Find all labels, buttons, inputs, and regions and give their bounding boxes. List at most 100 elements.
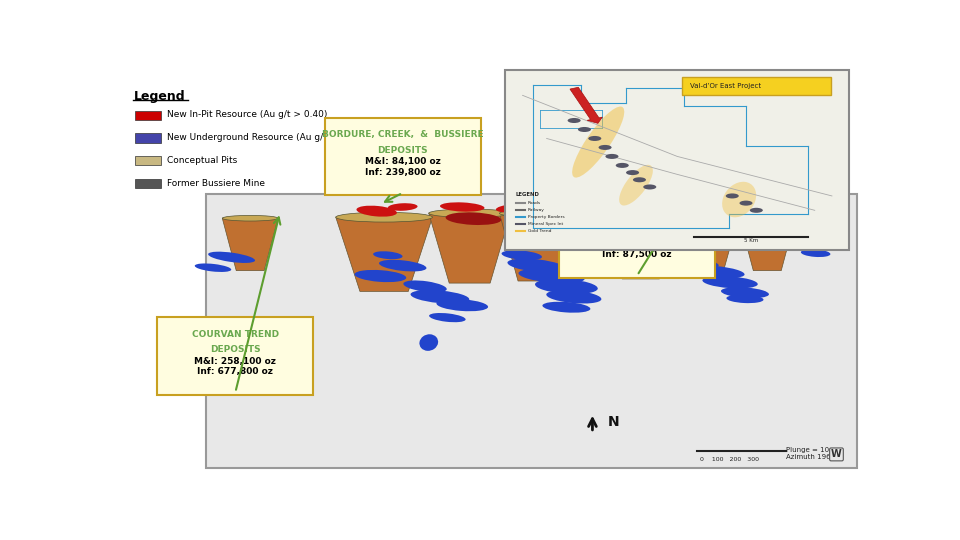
Text: New In-Pit Resource (Au g/t > 0.40): New In-Pit Resource (Au g/t > 0.40) xyxy=(167,110,327,119)
Ellipse shape xyxy=(572,106,624,178)
Ellipse shape xyxy=(508,259,565,273)
FancyBboxPatch shape xyxy=(157,317,313,395)
Text: Legend: Legend xyxy=(133,90,185,103)
Text: 0    100   200   300: 0 100 200 300 xyxy=(701,457,759,462)
Text: DEPOSITS: DEPOSITS xyxy=(612,228,662,238)
Text: DEPOSITS: DEPOSITS xyxy=(377,146,428,155)
Ellipse shape xyxy=(643,185,657,190)
Text: BORDURE, CREEK,  &  BUSSIERE: BORDURE, CREEK, & BUSSIERE xyxy=(322,130,484,139)
Ellipse shape xyxy=(379,260,426,272)
Ellipse shape xyxy=(411,290,469,303)
Text: Val-d’Or East Project: Val-d’Or East Project xyxy=(690,83,761,89)
Text: Property Borders: Property Borders xyxy=(528,215,564,219)
Text: Plunge = 10
Azimuth 196: Plunge = 10 Azimuth 196 xyxy=(786,447,830,460)
Text: Inf: 87,500 oz: Inf: 87,500 oz xyxy=(602,251,672,259)
Ellipse shape xyxy=(518,269,585,284)
Ellipse shape xyxy=(388,203,418,211)
Ellipse shape xyxy=(195,264,231,272)
Ellipse shape xyxy=(750,208,763,213)
Ellipse shape xyxy=(598,145,612,150)
Text: 5 Km: 5 Km xyxy=(744,238,758,243)
FancyBboxPatch shape xyxy=(205,194,856,468)
Ellipse shape xyxy=(619,165,653,206)
Ellipse shape xyxy=(542,302,590,313)
Text: LEGEND: LEGEND xyxy=(516,192,540,197)
Ellipse shape xyxy=(499,210,574,217)
Ellipse shape xyxy=(695,205,721,212)
Text: Inf: 677,800 oz: Inf: 677,800 oz xyxy=(198,367,274,376)
Ellipse shape xyxy=(208,252,255,263)
Ellipse shape xyxy=(739,215,795,221)
Text: W: W xyxy=(831,449,842,460)
Ellipse shape xyxy=(615,163,629,168)
Ellipse shape xyxy=(403,280,446,292)
Ellipse shape xyxy=(703,276,757,288)
Ellipse shape xyxy=(496,204,533,213)
Text: Former Bussiere Mine: Former Bussiere Mine xyxy=(167,179,265,188)
Ellipse shape xyxy=(667,258,719,269)
Bar xyxy=(134,133,161,143)
Text: New Underground Resource (Au g/t > 2.05): New Underground Resource (Au g/t > 2.05) xyxy=(167,133,364,142)
Ellipse shape xyxy=(685,266,745,278)
Ellipse shape xyxy=(801,249,830,257)
Text: Conceptual Pits: Conceptual Pits xyxy=(167,156,237,165)
Ellipse shape xyxy=(429,313,466,322)
Text: Roads: Roads xyxy=(528,201,540,205)
Ellipse shape xyxy=(726,193,739,199)
Ellipse shape xyxy=(652,250,696,260)
Text: DEPOSITS: DEPOSITS xyxy=(210,346,260,354)
Ellipse shape xyxy=(606,154,618,159)
Text: Mineral Spec Int: Mineral Spec Int xyxy=(528,222,563,226)
Ellipse shape xyxy=(727,295,763,303)
Polygon shape xyxy=(223,218,278,271)
Ellipse shape xyxy=(588,136,601,141)
Ellipse shape xyxy=(626,170,639,175)
Ellipse shape xyxy=(440,202,485,212)
Text: Inf: 239,800 oz: Inf: 239,800 oz xyxy=(365,167,441,177)
Text: M&I: 114,400 oz: M&I: 114,400 oz xyxy=(596,240,678,249)
Ellipse shape xyxy=(429,209,511,218)
Bar xyxy=(134,156,161,165)
Ellipse shape xyxy=(356,206,396,217)
Ellipse shape xyxy=(722,182,756,217)
Ellipse shape xyxy=(578,127,591,132)
Text: M&I: 84,100 oz: M&I: 84,100 oz xyxy=(365,157,441,166)
Polygon shape xyxy=(739,218,795,271)
Text: Gold Trend: Gold Trend xyxy=(528,230,551,233)
Ellipse shape xyxy=(739,201,753,206)
Polygon shape xyxy=(336,217,432,292)
Ellipse shape xyxy=(336,212,432,222)
Ellipse shape xyxy=(546,290,601,303)
Polygon shape xyxy=(499,213,574,281)
Ellipse shape xyxy=(633,177,646,183)
Text: Railway: Railway xyxy=(528,208,544,212)
Text: M&I: 258,100 oz: M&I: 258,100 oz xyxy=(194,357,276,366)
Ellipse shape xyxy=(784,240,825,249)
Ellipse shape xyxy=(373,251,402,259)
FancyBboxPatch shape xyxy=(559,185,715,278)
Ellipse shape xyxy=(354,270,406,282)
Bar xyxy=(134,111,161,120)
FancyBboxPatch shape xyxy=(682,77,831,95)
Ellipse shape xyxy=(721,287,769,298)
FancyArrow shape xyxy=(570,87,603,123)
Ellipse shape xyxy=(445,212,501,225)
Ellipse shape xyxy=(676,211,739,217)
Ellipse shape xyxy=(535,279,598,294)
Ellipse shape xyxy=(437,299,488,311)
Ellipse shape xyxy=(501,251,542,260)
Text: N: N xyxy=(608,415,619,429)
Ellipse shape xyxy=(620,207,654,215)
Polygon shape xyxy=(676,214,739,271)
Bar xyxy=(134,179,161,188)
FancyBboxPatch shape xyxy=(324,118,481,195)
Ellipse shape xyxy=(604,214,678,221)
FancyBboxPatch shape xyxy=(505,70,849,250)
Text: SOUTH EAST &: SOUTH EAST & xyxy=(599,197,675,206)
Ellipse shape xyxy=(567,118,581,123)
Text: SOUTH WEST: SOUTH WEST xyxy=(604,213,671,222)
Polygon shape xyxy=(604,218,678,279)
Polygon shape xyxy=(429,213,511,283)
Ellipse shape xyxy=(223,215,278,221)
Ellipse shape xyxy=(420,334,438,351)
